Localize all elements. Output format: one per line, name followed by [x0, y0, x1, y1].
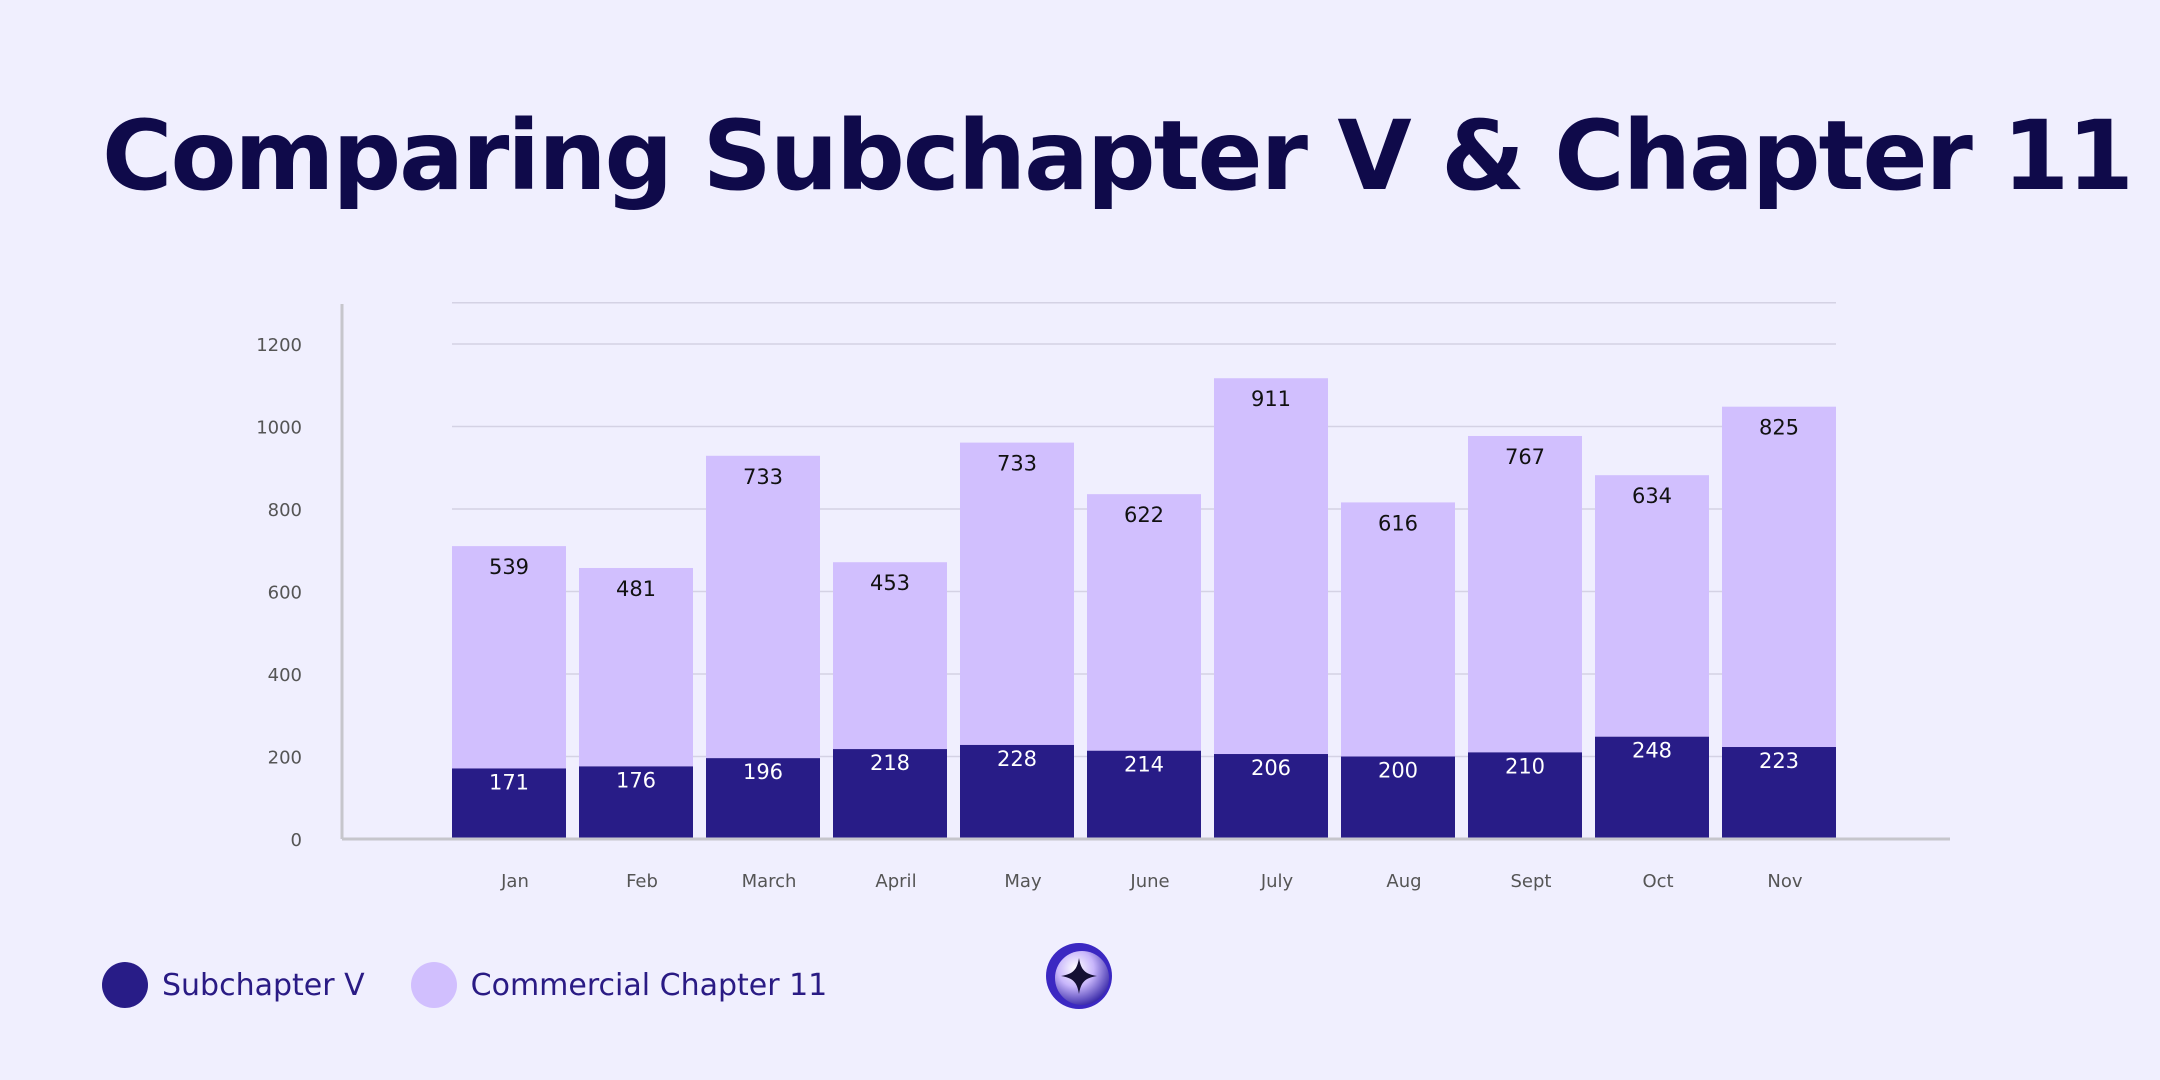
y-tick-label-0: 0 [291, 830, 302, 851]
sparkle-star-icon [1046, 943, 1112, 1009]
bar-subchapter-v-nov [1722, 747, 1836, 839]
bar-commercial-chapter-11-oct [1595, 475, 1709, 737]
x-tick-label-june: June [1129, 871, 1169, 892]
data-label-commercial-chapter-11-nov: 825 [1759, 416, 1799, 440]
bar-commercial-chapter-11-sept [1468, 435, 1582, 753]
data-label-subchapter-v-nov: 223 [1759, 749, 1799, 773]
y-tick-label-1200: 1200 [256, 335, 302, 356]
y-tick-label-1000: 1000 [256, 418, 302, 439]
data-label-subchapter-v-oct: 248 [1632, 739, 1672, 763]
data-label-commercial-chapter-11-jan: 539 [489, 555, 529, 579]
bar-subchapter-v-june [1087, 750, 1201, 839]
bar-subchapter-v-aug [1341, 756, 1455, 839]
bar-commercial-chapter-11-nov [1722, 406, 1836, 748]
bar-subchapter-v-sept [1468, 752, 1582, 839]
x-tick-label-feb: Feb [626, 871, 658, 892]
bar-subchapter-v-feb [579, 766, 693, 839]
bar-commercial-chapter-11-april [833, 562, 947, 750]
page-title: Comparing Subchapter V & Chapter 11 [102, 100, 2134, 212]
x-tick-label-march: March [742, 871, 797, 892]
bar-commercial-chapter-11-jan [452, 546, 566, 769]
x-tick-label-nov: Nov [1767, 871, 1802, 892]
data-label-commercial-chapter-11-june: 622 [1124, 503, 1164, 527]
legend-label-subchapter-v: Subchapter V [162, 967, 365, 1003]
x-tick-label-jan: Jan [500, 871, 529, 892]
x-tick-label-sept: Sept [1511, 871, 1552, 892]
data-label-subchapter-v-may: 228 [997, 747, 1037, 771]
data-label-commercial-chapter-11-aug: 616 [1378, 511, 1418, 535]
data-label-commercial-chapter-11-july: 911 [1251, 387, 1291, 411]
data-label-commercial-chapter-11-march: 733 [743, 465, 783, 489]
bar-commercial-chapter-11-june [1087, 494, 1201, 751]
data-label-subchapter-v-sept: 210 [1505, 754, 1545, 778]
bar-subchapter-v-july [1214, 754, 1328, 839]
legend-swatch-subchapter-v [102, 962, 148, 1008]
data-label-subchapter-v-aug: 200 [1378, 759, 1418, 783]
tick-labels: 0 200 400 600 800 1000 1200 Jan Feb March April May… [256, 335, 1803, 892]
bar-commercial-chapter-11-march [706, 455, 820, 759]
data-label-commercial-chapter-11-sept: 767 [1505, 445, 1545, 469]
bar-commercial-chapter-11-may [960, 442, 1074, 745]
y-tick-label-400: 400 [268, 665, 302, 686]
data-label-subchapter-v-march: 196 [743, 760, 783, 784]
data-labels: 539 171 481 176 733 196 453 218 733 228 622 214 911 2… [489, 387, 1799, 794]
legend-item-subchapter-v: Subchapter V [102, 962, 365, 1008]
y-tick-label-600: 600 [268, 583, 302, 604]
data-label-subchapter-v-june: 214 [1124, 753, 1164, 777]
data-label-subchapter-v-april: 218 [870, 751, 910, 775]
x-tick-label-april: April [875, 871, 916, 892]
bar-subchapter-v-april [833, 749, 947, 839]
bar-subchapter-v-jan [452, 768, 566, 839]
data-label-subchapter-v-jan: 171 [489, 770, 529, 794]
data-label-commercial-chapter-11-feb: 481 [616, 577, 656, 601]
bar-group [452, 378, 1836, 839]
bar-subchapter-v-oct [1595, 736, 1709, 839]
bar-commercial-chapter-11-july [1214, 378, 1328, 755]
legend-item-commercial-chapter-11: Commercial Chapter 11 [410, 962, 828, 1008]
bar-commercial-chapter-11-feb [579, 567, 693, 767]
y-tick-label-200: 200 [268, 748, 302, 769]
y-tick-label-800: 800 [268, 500, 302, 521]
legend-label-commercial-chapter-11: Commercial Chapter 11 [470, 967, 828, 1003]
x-tick-label-aug: Aug [1386, 871, 1421, 892]
legend: Subchapter V Commercial Chapter 11 [102, 962, 873, 1008]
bar-subchapter-v-may [960, 744, 1074, 839]
legend-swatch-commercial-chapter-11 [410, 962, 457, 1008]
data-label-commercial-chapter-11-may: 733 [997, 452, 1037, 476]
bar-subchapter-v-march [706, 758, 820, 839]
data-label-commercial-chapter-11-april: 453 [870, 571, 910, 595]
x-tick-label-oct: Oct [1642, 871, 1673, 892]
x-tick-label-may: May [1004, 871, 1042, 892]
x-tick-label-july: July [1260, 871, 1294, 892]
data-label-commercial-chapter-11-oct: 634 [1632, 484, 1672, 508]
data-label-subchapter-v-feb: 176 [616, 768, 656, 792]
bar-commercial-chapter-11-aug [1341, 502, 1455, 757]
data-label-subchapter-v-july: 206 [1251, 756, 1291, 780]
axes [340, 304, 1950, 841]
